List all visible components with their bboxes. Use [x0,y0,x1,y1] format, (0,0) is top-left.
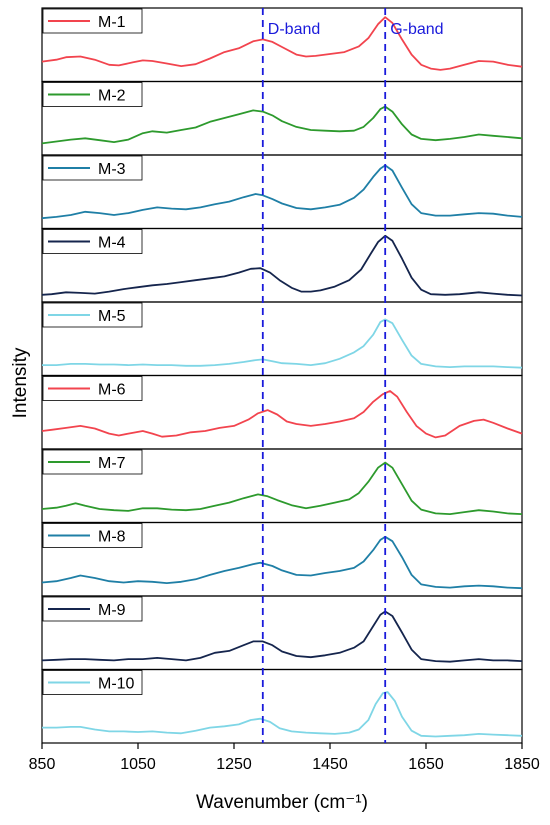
x-tick-label: 1850 [504,756,540,773]
legend-label: M-4 [98,235,126,252]
legend-m-10: M-10 [42,670,143,695]
x-axis-ticks: 850 1050 1250 1450 1650 1850 [29,743,540,773]
panel-frame [41,668,523,744]
panel-m-8: M-8 [41,521,523,597]
legend-label: M-5 [98,308,126,325]
legend-label: M-2 [98,88,126,105]
legend-m-8: M-8 [42,523,143,548]
legend-label: M-3 [98,161,126,178]
x-tick-label: 1250 [216,756,252,773]
legend-m-4: M-4 [42,229,143,254]
panel-m-6: M-6 [41,374,523,450]
panel-m-7: M-7 [41,448,523,524]
legend-m-5: M-5 [42,302,143,328]
series-line-m-8 [41,535,523,590]
panel-m-4: M-4 [41,227,523,303]
legend-label: M-8 [98,529,126,546]
panel-m-10: M-10 [41,668,523,744]
g-band-label: G-band [390,21,443,38]
legend-label: M-1 [98,14,126,31]
series-line-m-1 [41,16,523,71]
legend-m-7: M-7 [42,449,143,475]
series-line-m-5 [42,318,523,369]
x-tick-label: 1050 [120,756,156,773]
legend-m-9: M-9 [42,596,143,622]
legend-m-6: M-6 [42,376,143,401]
x-tick-label: 1450 [312,756,348,773]
legend-label: M-10 [98,676,135,693]
series-line-m-2 [41,105,523,145]
y-axis-title: Intensity [10,347,31,418]
series-line-m-9 [41,610,523,663]
legend-label: M-7 [98,455,126,472]
panels-layer: M-1 M-2 M-3 M-4 M-5 M-6 M-7 M-8 M-9 M-10 [41,7,523,744]
panel-m-5: M-5 [41,301,523,377]
x-tick-label: 850 [29,756,56,773]
legend-m-2: M-2 [42,82,143,107]
d-band-label: D-band [268,21,320,38]
legend-box [42,8,143,34]
x-tick-label: 1650 [408,756,444,773]
reference-lines-layer: D-band G-band [261,8,444,743]
legend-label: M-6 [98,382,126,399]
series-line-m-7 [41,461,523,515]
series-line-m-10 [42,691,523,738]
series-line-m-6 [41,390,523,439]
legend-box [42,155,143,181]
series-line-m-4 [41,234,523,297]
panel-m-1: M-1 [41,7,523,83]
panel-m-9: M-9 [41,595,523,671]
legend-m-3: M-3 [42,155,143,181]
panel-m-3: M-3 [41,154,523,230]
legend-m-1: M-1 [42,8,143,34]
panel-m-2: M-2 [41,80,523,156]
legend-label: M-9 [98,602,126,619]
x-axis-title: Wavenumber (cm⁻¹) [196,792,368,813]
series-line-m-3 [41,164,523,220]
